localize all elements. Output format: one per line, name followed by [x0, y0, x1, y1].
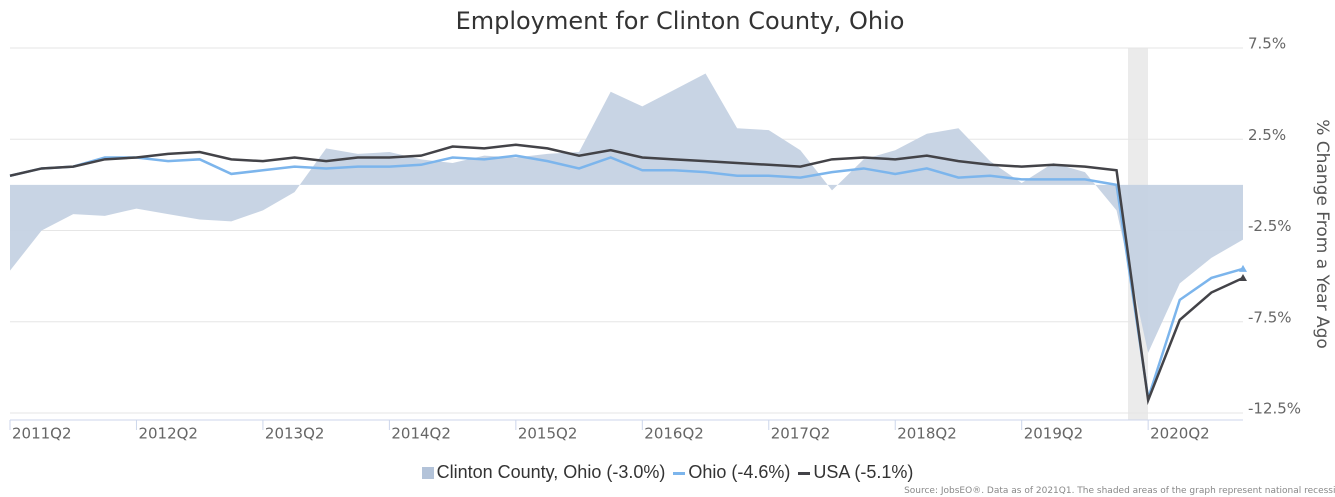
- legend: Clinton County, Ohio (-3.0%) Ohio (-4.6%)…: [0, 462, 1335, 483]
- x-tick-label: 2013Q2: [265, 425, 325, 443]
- y-tick-label: -7.5%: [1248, 308, 1292, 326]
- end-marker: [1239, 264, 1247, 272]
- x-tick-label: 2017Q2: [771, 425, 831, 443]
- legend-label: Ohio (-4.6%): [688, 462, 791, 482]
- legend-item[interactable]: USA (-5.1%): [798, 462, 913, 483]
- legend-swatch: [673, 471, 686, 475]
- chart: Employment for Clinton County, Ohio % Ch…: [9, 7, 1332, 443]
- legend-item[interactable]: Ohio (-4.6%): [673, 462, 790, 483]
- x-tick-label: 2020Q2: [1150, 425, 1210, 443]
- x-tick-label: 2014Q2: [391, 425, 451, 443]
- x-tick-label: 2011Q2: [12, 425, 72, 443]
- line: [9, 154, 1244, 399]
- y-tick-label: 7.5%: [1248, 35, 1286, 53]
- x-tick-label: 2012Q2: [138, 425, 198, 443]
- end-marker: [1239, 273, 1247, 281]
- source-note: Source: JobsEO®. Data as of 2021Q1. The …: [904, 486, 1335, 496]
- line: [9, 143, 1244, 406]
- y-axis-title: % Change From a Year Ago: [1312, 119, 1332, 349]
- x-tick-label: 2019Q2: [1024, 425, 1084, 443]
- chart-title: Employment for Clinton County, Ohio: [456, 7, 905, 35]
- y-tick-label: -12.5%: [1248, 400, 1301, 418]
- y-tick-label: 2.5%: [1248, 126, 1286, 144]
- legend-label: Clinton County, Ohio (-3.0%): [436, 462, 666, 482]
- legend-swatch: [798, 471, 811, 475]
- y-tick-label: -2.5%: [1248, 217, 1292, 235]
- x-tick-label: 2018Q2: [897, 425, 957, 443]
- legend-swatch: [421, 467, 434, 480]
- x-tick-label: 2015Q2: [518, 425, 578, 443]
- legend-item[interactable]: Clinton County, Ohio (-3.0%): [421, 462, 666, 483]
- x-tick-label: 2016Q2: [644, 425, 704, 443]
- legend-label: USA (-5.1%): [813, 462, 914, 482]
- area: [10, 73, 1243, 353]
